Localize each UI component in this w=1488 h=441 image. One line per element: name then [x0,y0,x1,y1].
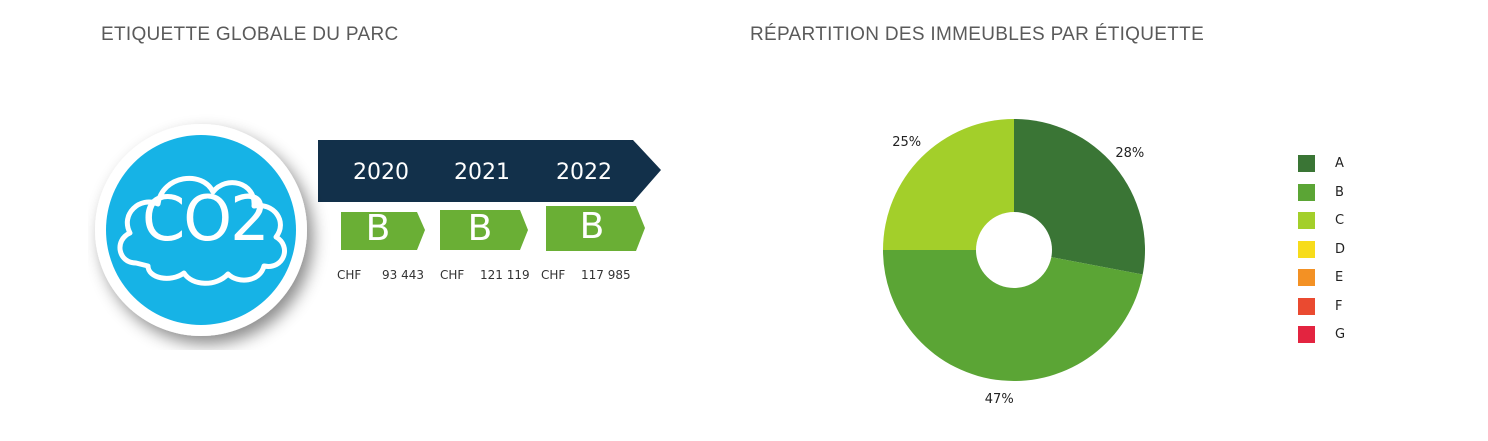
slice-C [883,119,1014,250]
amount-2021: 121 119 [480,268,530,282]
co2-cloud-icon [95,124,307,336]
co2-label-graphic: CO2 2020 2021 2022 B B B CHF 93 443 CHF … [88,80,688,400]
badge-2020 [341,212,425,250]
legend-label-D: D [1335,241,1346,257]
currency-2022: CHF [541,268,566,282]
donut-chart: 28% 47% 25% [870,110,1170,410]
legend-swatch-E [1298,269,1315,286]
currency-2020: CHF [337,268,362,282]
left-section-title: ETIQUETTE GLOBALE DU PARC [101,24,399,45]
pct-label-B: 47% [984,392,1014,408]
year-2020: 2020 [353,160,409,185]
legend-swatch-B [1298,183,1315,201]
pct-label-A: 28% [1115,145,1145,161]
pct-label-C: 25% [892,135,922,151]
legend-swatch-A [1298,155,1315,172]
legend-swatch-D [1298,240,1315,258]
amount-2020: 93 443 [382,268,424,282]
legend-swatch-G [1298,326,1315,343]
right-section-title: RÉPARTITION DES IMMEUBLES PAR ÉTIQUETTE [750,24,1205,45]
donut-hole [976,212,1052,288]
legend-swatch-F [1298,297,1315,315]
legend-label-G: G [1335,327,1346,342]
legend-label-E: E [1335,270,1344,285]
badge-letter-2022: B [579,206,605,247]
badge-2021 [440,210,528,250]
slice-B [883,250,1143,382]
amount-2022: 117 985 [581,268,631,282]
legend-swatch-C [1298,212,1315,229]
legend-label-F: F [1335,298,1343,314]
legend-label-C: C [1335,213,1345,228]
badge-letter-2021: B [467,208,493,249]
year-2021: 2021 [454,160,510,185]
year-2022: 2022 [556,160,612,185]
legend-label-A: A [1335,156,1344,171]
badge-2022 [546,206,645,251]
donut-svg [883,119,1145,382]
co2-text: CO2 [142,182,270,255]
currency-2021: CHF [440,268,465,282]
year-ribbon [318,140,661,202]
badge-letter-2020: B [365,208,391,249]
legend-label-B: B [1335,184,1344,200]
